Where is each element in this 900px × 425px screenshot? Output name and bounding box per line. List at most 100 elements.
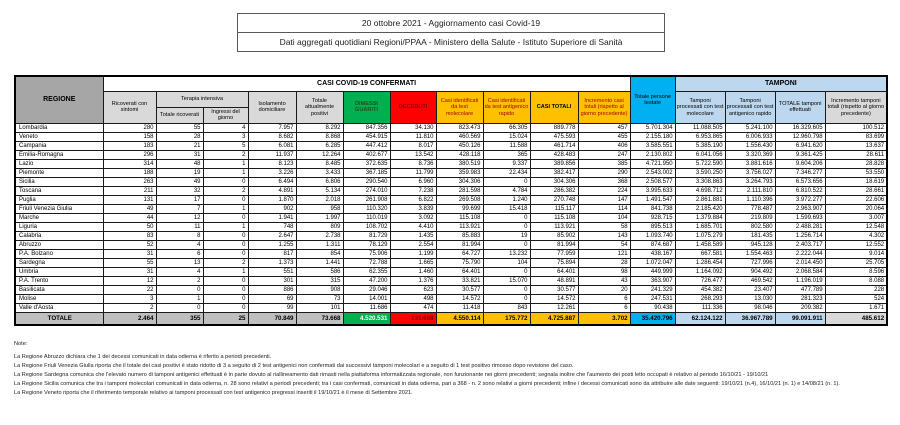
cell-isolamento-domiciliare: 748 bbox=[247, 221, 297, 232]
cell-tamponi-test-antigenico: 1.110.396 bbox=[724, 194, 776, 205]
cell-casi-test-antigenico: 19 bbox=[482, 230, 531, 241]
cell-terapia-intensiva-ingressi: 0 bbox=[202, 275, 249, 286]
cell-isolamento-domiciliare: 6.494 bbox=[247, 176, 297, 187]
cell-casi-test-antigenico: 15.418 bbox=[482, 203, 531, 214]
cell-terapia-intensiva-totale: 355 bbox=[155, 311, 204, 326]
table-row: P.A. Bolzano 31 6 0 817 854 75.906 1.199 64.727 1… bbox=[14, 248, 888, 259]
cell-casi-totali: 304.306 bbox=[529, 176, 579, 187]
cell-incremento-casi-totali: 290 bbox=[577, 167, 631, 178]
cell-casi-totali: 475.593 bbox=[529, 131, 579, 142]
cell-casi-test-antigenico: 0 bbox=[482, 293, 531, 304]
cell-totale-attualmente-positivi: 1.997 bbox=[295, 212, 344, 223]
cell-casi-test-antigenico: 175.772 bbox=[482, 311, 531, 326]
cell-casi-test-antigenico: 4.784 bbox=[482, 185, 531, 196]
cell-terapia-intensiva-ingressi: 0 bbox=[202, 302, 249, 313]
region-name: Molise bbox=[14, 293, 104, 304]
cell-totale-attualmente-positivi: 958 bbox=[295, 203, 344, 214]
totale-row: TOTALE 2.464 355 25 70.849 73.668 4.520.531 131… bbox=[14, 311, 888, 326]
cell-incremento-casi-totali: 43 bbox=[577, 275, 631, 286]
table-row: Liguria 50 11 1 748 809 108.702 4.410 113.921 0 11… bbox=[14, 221, 888, 232]
cell-totale-tamponi: 6.573.656 bbox=[774, 176, 826, 187]
region-name: Lazio bbox=[14, 158, 104, 169]
cell-totale-tamponi: 1.599.693 bbox=[774, 212, 826, 223]
cell-deceduti: 2.554 bbox=[389, 239, 437, 250]
cell-incremento-casi-totali: 6 bbox=[577, 302, 631, 313]
cell-totale-tamponi: 477.789 bbox=[774, 284, 826, 295]
cell-tamponi-test-antigenico: 36.967.789 bbox=[724, 311, 776, 326]
cell-terapia-intensiva-totale: 28 bbox=[155, 131, 204, 142]
cell-incremento-casi-totali: 98 bbox=[577, 266, 631, 277]
cell-deceduti: 1.460 bbox=[389, 266, 437, 277]
cell-casi-totali: 81.994 bbox=[529, 239, 579, 250]
cell-dimessi-guariti: 110.320 bbox=[342, 203, 391, 214]
cell-incremento-casi-totali: 368 bbox=[577, 176, 631, 187]
cell-casi-test-antigenico: 15.024 bbox=[482, 131, 531, 142]
cell-incremento-tamponi: 8.596 bbox=[824, 266, 888, 277]
group-header-casi-confermati: CASI COVID-19 CONFERMATI bbox=[102, 75, 631, 92]
region-name: Veneto bbox=[14, 131, 104, 142]
table-row: Veneto 158 28 3 8.682 8.868 454.915 11.810 460.5… bbox=[14, 131, 888, 142]
table-row: Emilia-Romagna 296 31 2 11.937 12.264 402.677 1… bbox=[14, 149, 888, 160]
cell-ricoverati-con-sintomi: 49 bbox=[102, 203, 157, 214]
cell-terapia-intensiva-totale: 7 bbox=[155, 203, 204, 214]
cell-terapia-intensiva-ingressi: 0 bbox=[202, 230, 249, 241]
cell-casi-totali: 889.778 bbox=[529, 122, 579, 133]
cell-isolamento-domiciliare: 551 bbox=[247, 266, 297, 277]
group-header-terapia-intensiva: Terapia intensiva bbox=[155, 91, 249, 108]
cell-incremento-casi-totali: 28 bbox=[577, 257, 631, 268]
cell-casi-test-molecolare: 359.983 bbox=[435, 167, 484, 178]
cell-terapia-intensiva-ingressi: 0 bbox=[202, 239, 249, 250]
cell-terapia-intensiva-ingressi: 1 bbox=[202, 167, 249, 178]
cell-tamponi-test-antigenico: 1.554.463 bbox=[724, 248, 776, 259]
cell-terapia-intensiva-totale: 0 bbox=[155, 302, 204, 313]
cell-casi-totali: 286.382 bbox=[529, 185, 579, 196]
cell-deceduti: 1.199 bbox=[389, 248, 437, 259]
cell-ricoverati-con-sintomi: 44 bbox=[102, 212, 157, 223]
cell-totale-attualmente-positivi: 73 bbox=[295, 293, 344, 304]
cell-dimessi-guariti: 110.019 bbox=[342, 212, 391, 223]
cell-tamponi-test-molecolare: 11.088.505 bbox=[674, 122, 726, 133]
cell-terapia-intensiva-totale: 8 bbox=[155, 230, 204, 241]
cell-incremento-tamponi: 13.637 bbox=[824, 140, 888, 151]
cell-incremento-casi-totali: 455 bbox=[577, 131, 631, 142]
notes-title: Note: bbox=[14, 341, 28, 347]
cell-totale-persone-testate: 2.155.180 bbox=[629, 131, 676, 142]
cell-tamponi-test-molecolare: 3.308.863 bbox=[674, 176, 726, 187]
cell-tamponi-test-molecolare: 3.590.250 bbox=[674, 167, 726, 178]
cell-isolamento-domiciliare: 99 bbox=[247, 302, 297, 313]
cell-totale-tamponi: 2.963.907 bbox=[774, 203, 826, 214]
cell-ricoverati-con-sintomi: 188 bbox=[102, 167, 157, 178]
cell-incremento-tamponi: 18.619 bbox=[824, 176, 888, 187]
col-header-regione: REGIONE bbox=[14, 75, 104, 124]
cell-incremento-tamponi: 524 bbox=[824, 293, 888, 304]
cell-dimessi-guariti: 11.686 bbox=[342, 302, 391, 313]
table-row: Puglia 131 17 0 1.870 2.018 261.908 6.822 269.50… bbox=[14, 194, 888, 205]
cell-tamponi-test-molecolare: 726.477 bbox=[674, 275, 726, 286]
cell-terapia-intensiva-ingressi: 2 bbox=[202, 149, 249, 160]
cell-casi-test-antigenico: 0 bbox=[482, 221, 531, 232]
cell-casi-test-antigenico: 365 bbox=[482, 149, 531, 160]
cell-casi-test-antigenico: 0 bbox=[482, 212, 531, 223]
cell-terapia-intensiva-totale: 48 bbox=[155, 158, 204, 169]
cell-totale-attualmente-positivi: 5.134 bbox=[295, 185, 344, 196]
cell-dimessi-guariti: 847.356 bbox=[342, 122, 391, 133]
cell-totale-persone-testate: 1.072.047 bbox=[629, 257, 676, 268]
cell-ricoverati-con-sintomi: 2.464 bbox=[102, 311, 157, 326]
table-row: Sardegna 55 13 2 1.373 1.441 72.788 1.665 75.790… bbox=[14, 257, 888, 268]
cell-totale-persone-testate: 35.420.796 bbox=[629, 311, 676, 326]
region-name: P.A. Bolzano bbox=[14, 248, 104, 259]
note-item: La Regione Friuli Venezia Giulia riporta… bbox=[14, 362, 574, 369]
col-header-tamponi-antigenico: Tamponi processati con test antigenico r… bbox=[724, 91, 776, 124]
cell-deceduti: 1.435 bbox=[389, 230, 437, 241]
cell-isolamento-domiciliare: 7.957 bbox=[247, 122, 297, 133]
cell-casi-totali: 85.902 bbox=[529, 230, 579, 241]
cell-casi-totali: 77.959 bbox=[529, 248, 579, 259]
title-line-2: Dati aggregati quotidiani Regioni/PPAA -… bbox=[279, 37, 623, 47]
cell-isolamento-domiciliare: 1.870 bbox=[247, 194, 297, 205]
cell-totale-attualmente-positivi: 6.806 bbox=[295, 176, 344, 187]
table-row: Lazio 314 48 1 8.123 8.485 372.635 8.736 380.519… bbox=[14, 158, 888, 169]
cell-incremento-tamponi: 20.064 bbox=[824, 203, 888, 214]
cell-tamponi-test-molecolare: 2.185.420 bbox=[674, 203, 726, 214]
note-item: La Regione Sicilia comunica che tra i ta… bbox=[14, 380, 840, 387]
cell-dimessi-guariti: 290.540 bbox=[342, 176, 391, 187]
